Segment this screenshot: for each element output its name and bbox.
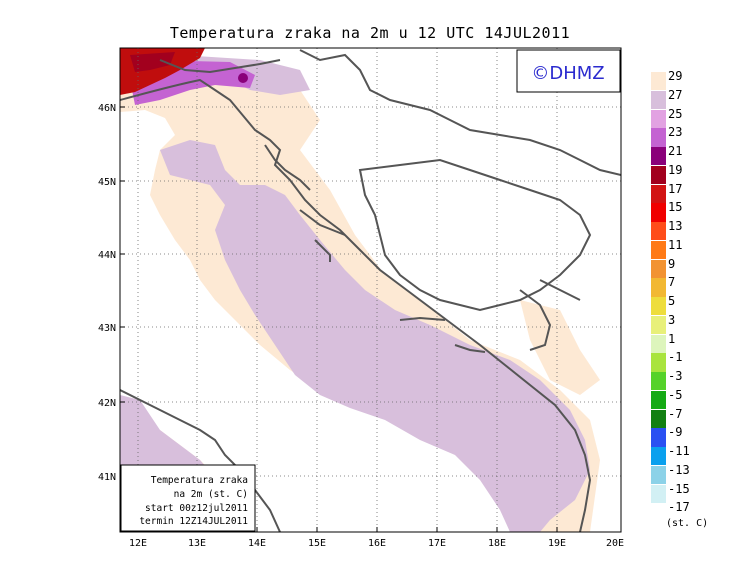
legend-swatch [651,128,666,147]
legend-swatch [651,297,666,316]
legend-swatch [651,90,666,109]
lon-label: 12E [129,538,147,549]
legend-swatch [651,109,666,128]
plot-frame [119,47,622,533]
legend-swatch [651,147,666,166]
legend-label: -13 [668,462,690,477]
legend-label: 19 [668,162,683,177]
lon-label: 13E [188,538,206,549]
chart-title: Temperatura zraka na 2m u 12 UTC 14JUL20… [169,24,571,42]
lat-label: 43N [98,323,116,334]
lon-label: 14E [248,538,266,549]
legend-label: 27 [668,87,683,102]
legend-swatch [651,203,666,222]
legend-swatch [651,465,666,484]
legend-label: -17 [668,500,690,515]
hot-spot [238,73,248,83]
warm-zone-balkan [520,300,600,395]
legend-swatch [651,484,666,503]
lat-label: 41N [98,472,116,483]
legend-swatch [651,372,666,391]
coastlines [120,49,621,532]
legend-swatch [651,503,666,522]
lat-label: 44N [98,250,116,261]
legend-swatch [651,222,666,241]
legend-swatch [651,165,666,184]
legend-label: -5 [668,387,683,402]
legend-label: 5 [668,294,676,308]
info-line-3: start 00z12jul2011 [145,503,248,514]
legend-label: -3 [668,369,683,383]
legend-label: 25 [668,106,683,121]
legend-label: 21 [668,144,683,158]
info-line-4: termin 12Z14JUL2011 [139,516,248,527]
violet-zone [160,140,590,532]
legend-label: 9 [668,256,676,271]
legend-swatch [651,428,666,447]
legend-label: 15 [668,200,683,215]
graticule [120,48,621,532]
lon-label: 17E [428,538,446,549]
legend-label: -15 [668,481,690,496]
info-box [120,464,256,532]
legend-swatch [651,409,666,428]
lon-label: 16E [368,538,386,549]
lat-label: 42N [98,398,116,409]
lat-label: 46N [98,103,116,114]
lat-label: 45N [98,177,116,188]
legend-swatch [651,390,666,409]
legend-swatch [651,447,666,466]
warm-zone-nw [245,90,280,130]
legend-label: -7 [668,406,683,421]
legend-swatch [651,240,666,259]
legend-label: 13 [668,219,683,233]
watermark: ©DHMZ [531,63,604,84]
lon-label: 20E [606,538,624,549]
legend-swatch [651,315,666,334]
legend-swatch [651,334,666,353]
legend-swatch [651,278,666,297]
legend-label: 17 [668,181,683,196]
legend-swatch [651,353,666,372]
legend-label: 3 [668,312,676,327]
hot-zone-core [130,52,175,72]
legend-label: 23 [668,125,683,140]
legend-swatch [651,72,666,91]
legend-label: 11 [668,237,683,252]
legend-swatch [651,184,666,203]
info-line-2: na 2m (st. C) [174,489,248,500]
legend-label: 7 [668,275,676,290]
info-line-1: Temperatura zraka [151,475,248,486]
legend-label: 29 [668,69,683,83]
legend-label: -11 [668,444,690,458]
legend-label: -1 [668,350,683,365]
lon-label: 15E [308,538,326,549]
watermark-box [516,49,621,93]
lon-label: 18E [488,538,506,549]
legend-label: -9 [668,425,683,440]
legend-label: 1 [668,331,676,346]
legend-swatch [651,259,666,278]
lon-label: 19E [548,538,566,549]
legend-unit: (st. C) [666,518,709,529]
